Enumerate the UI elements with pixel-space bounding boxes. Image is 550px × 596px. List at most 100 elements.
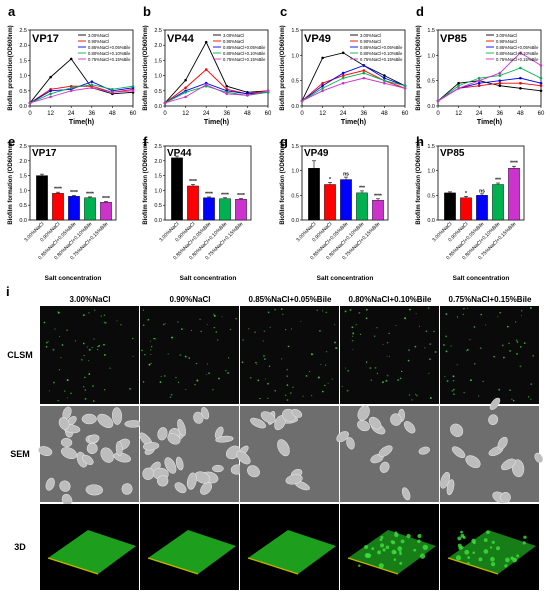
bacteria-dot (208, 372, 211, 375)
bacteria-dot (254, 331, 256, 334)
panel-letter: i (6, 284, 10, 299)
bacteria-dot (171, 336, 173, 339)
bar-panel-f: f VP44 0.0 0.5 1.0 1.5 2.0 2.5 Biofilm formation… (143, 134, 252, 282)
data-point (457, 81, 460, 85)
legend-entry: 0.80%NaCl+0.10%Bile (88, 51, 131, 56)
biofilm-cluster (510, 556, 514, 560)
column-header: 0.75%NaCl+0.15%Bile (449, 295, 532, 304)
legend-entry: 0.75%NaCl+0.15%Bile (223, 57, 266, 62)
bacteria-dot (463, 307, 465, 310)
sem-image (38, 406, 142, 507)
series-line (301, 64, 406, 102)
column-header: 0.85%NaCl+0.05%Bile (249, 295, 332, 304)
biofilm-3d-image (240, 504, 339, 590)
bacteria-dot (519, 365, 522, 368)
y-tick-label: 0.5 (19, 89, 27, 95)
bacteria-dot (48, 390, 50, 392)
y-tick-label: 0.0 (19, 218, 27, 224)
data-point (519, 81, 522, 85)
bacteria-dot (399, 377, 402, 380)
significance-label: **** (205, 191, 213, 197)
sem-cell (511, 459, 525, 478)
bacteria-dot (248, 328, 250, 330)
bacteria-dot (352, 332, 355, 335)
x-tick-label: 24 (476, 111, 483, 117)
y-tick-label: 0.0 (291, 104, 299, 110)
series-line (164, 84, 269, 104)
data-point (225, 84, 229, 88)
data-point (383, 76, 386, 80)
bacteria-dot (97, 348, 99, 351)
bar (476, 195, 488, 221)
bacteria-dot (150, 349, 152, 351)
sem-cell (85, 484, 103, 496)
series-line (437, 82, 542, 102)
legend-entry: 0.85%NaCl+0.05%Bile (360, 45, 403, 50)
sem-cell (465, 455, 481, 469)
bacteria-dot (530, 383, 533, 386)
bacteria-dot (200, 330, 202, 332)
clsm-image (440, 306, 539, 404)
panel-title: VP17 (32, 148, 57, 159)
bar (372, 200, 384, 221)
bacteria-dot (206, 373, 208, 375)
sem-cell (446, 479, 455, 496)
bacteria-dot (347, 369, 349, 372)
bacteria-dot (164, 323, 166, 325)
significance-label: ns (479, 188, 485, 194)
y-axis-label: Biofilm formation (OD600nm) (143, 141, 149, 224)
bacteria-dot (416, 394, 418, 397)
sem-cell (403, 421, 416, 434)
bacteria-dot (162, 323, 165, 326)
bacteria-dot (334, 341, 336, 344)
data-point (184, 95, 187, 99)
sem-cell (236, 450, 251, 465)
bacteria-dot (289, 392, 292, 395)
bacteria-dot (54, 328, 56, 330)
bacteria-dot (351, 339, 354, 342)
significance-label: ns (343, 172, 349, 178)
sem-cell (59, 480, 71, 492)
biofilm-cluster (400, 539, 405, 544)
x-tick-label: 36 (360, 111, 367, 117)
bacteria-dot (213, 313, 215, 315)
data-point (49, 89, 52, 93)
bacteria-dot (190, 329, 192, 331)
y-tick-label: 1.5 (154, 58, 162, 64)
data-point (498, 74, 502, 77)
y-tick-label: 0.0 (154, 218, 162, 224)
bacteria-dot (503, 356, 505, 359)
biofilm-3d-image (440, 504, 539, 590)
bacteria-dot (408, 394, 411, 396)
biofilm-cluster (399, 561, 403, 565)
bacteria-dot (92, 400, 95, 402)
data-point (539, 76, 543, 80)
y-tick-label: 0.0 (154, 104, 162, 110)
bacteria-dot (433, 330, 435, 333)
data-point (341, 81, 345, 85)
data-point (477, 76, 481, 80)
bacteria-dot (452, 388, 455, 391)
panel-title: VP17 (32, 33, 59, 45)
y-tick-label: 2.0 (154, 159, 162, 165)
y-tick-label: 1.0 (427, 169, 435, 175)
bar (356, 192, 368, 221)
data-point (184, 86, 187, 90)
y-axis-label: Biofilm formation (OD600nm) (280, 141, 286, 224)
bacteria-dot (302, 395, 304, 397)
sem-cell (488, 414, 499, 426)
sem-cell (336, 431, 349, 443)
series-line (29, 58, 134, 104)
bacteria-dot (331, 378, 333, 380)
biofilm-cluster (399, 552, 402, 556)
bacteria-dot (376, 327, 378, 329)
sem-cell (378, 445, 393, 457)
data-point (204, 68, 208, 71)
data-point (204, 40, 208, 44)
bacteria-dot (429, 343, 432, 346)
panel-title: VP44 (167, 148, 192, 159)
bacteria-dot (60, 356, 62, 359)
bacteria-dot (227, 357, 230, 359)
bacteria-dot (84, 389, 87, 391)
bacteria-dot (218, 377, 220, 380)
